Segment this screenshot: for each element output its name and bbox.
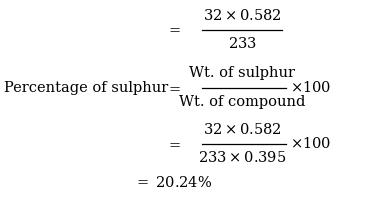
Text: $233$: $233$ (227, 36, 256, 51)
Text: Wt. of sulphur: Wt. of sulphur (189, 66, 295, 81)
Text: $=$: $=$ (166, 137, 181, 151)
Text: $233 \times 0.395$: $233 \times 0.395$ (198, 151, 286, 165)
Text: $\times 100$: $\times 100$ (290, 136, 331, 151)
Text: $\times 100$: $\times 100$ (290, 80, 331, 95)
Text: $=$: $=$ (166, 81, 181, 95)
Text: $32 \times 0.582$: $32 \times 0.582$ (203, 8, 281, 23)
Text: $32 \times 0.582$: $32 \times 0.582$ (203, 122, 281, 137)
Text: Wt. of compound: Wt. of compound (179, 95, 305, 109)
Text: $=$: $=$ (166, 22, 181, 37)
Text: $= \; 20.24\%$: $= \; 20.24\%$ (134, 175, 213, 190)
Text: Percentage of sulphur: Percentage of sulphur (4, 81, 168, 95)
